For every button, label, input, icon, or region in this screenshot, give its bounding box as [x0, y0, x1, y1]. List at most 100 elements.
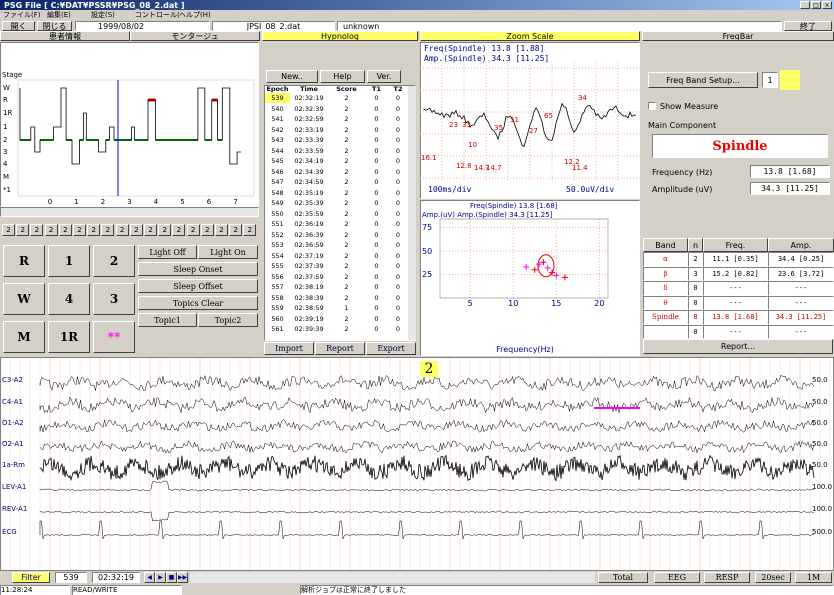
stage-button[interactable]: 4	[48, 283, 90, 315]
table-cell[interactable]: 2	[344, 325, 349, 333]
table-cell[interactable]: 542	[271, 125, 284, 134]
window-control[interactable]: □	[811, 1, 821, 9]
table-cell[interactable]: 561	[271, 325, 284, 333]
nav-strip[interactable]	[190, 572, 595, 583]
list-button[interactable]: Ver.	[367, 70, 401, 83]
stage-button[interactable]: M	[3, 321, 45, 353]
stage-cell[interactable]: 2	[144, 224, 157, 236]
table-cell[interactable]: 0	[374, 241, 379, 249]
stage-cell[interactable]: 2	[243, 224, 257, 236]
table-cell[interactable]: 2	[344, 241, 349, 249]
table-cell[interactable]: 554	[271, 251, 284, 260]
table-cell[interactable]: 02:34:59	[294, 178, 324, 186]
nav-button[interactable]: ■	[166, 572, 177, 583]
table-cell[interactable]: 0	[374, 304, 379, 312]
stage-cell[interactable]: 2	[101, 224, 115, 236]
table-cell[interactable]: 0	[395, 146, 401, 155]
table-cell[interactable]: 0	[395, 314, 401, 323]
table-cell[interactable]: 2	[344, 199, 349, 207]
table-cell[interactable]: 2	[344, 293, 349, 302]
table-cell[interactable]: 0	[395, 251, 401, 260]
stage-cell[interactable]: 2	[158, 224, 172, 236]
table-cell[interactable]: 0	[374, 157, 379, 165]
footer-button[interactable]: Export	[366, 342, 416, 355]
table-cell[interactable]: 2	[344, 283, 349, 291]
table-cell[interactable]: 2	[344, 209, 349, 218]
menu-item[interactable]: ヘルプ(H)	[179, 11, 211, 19]
stage-cell[interactable]: 2	[16, 224, 30, 236]
table-cell[interactable]: 0	[395, 272, 401, 281]
nav-button[interactable]: ▶▶	[177, 572, 188, 583]
event-button[interactable]: Sleep Onset	[138, 262, 258, 276]
table-cell[interactable]: 0	[374, 199, 379, 207]
table-cell[interactable]: 0	[374, 104, 379, 113]
list-button[interactable]: New..	[266, 70, 318, 83]
event-button[interactable]: Sleep Offset	[138, 279, 258, 293]
stage-button[interactable]: R	[3, 245, 45, 277]
stage-cell[interactable]: 2	[73, 224, 86, 236]
menu-item[interactable]: 設定(S)	[91, 11, 115, 19]
table-cell[interactable]: 0	[395, 241, 401, 249]
stage-cell[interactable]: 2	[215, 224, 228, 236]
table-cell[interactable]: 02:36:39	[294, 230, 324, 239]
table-cell[interactable]: 02:37:39	[294, 262, 324, 270]
nav-button[interactable]: ◀	[144, 572, 155, 583]
table-cell[interactable]: 0	[395, 115, 401, 123]
table-cell[interactable]: 0	[374, 220, 379, 228]
table-cell[interactable]: 0	[395, 230, 401, 239]
table-cell[interactable]: 02:32:59	[294, 115, 324, 123]
table-cell[interactable]: 2	[344, 272, 349, 281]
table-cell[interactable]: 545	[271, 157, 284, 165]
stage-cell[interactable]: 2	[87, 224, 101, 236]
view-button[interactable]: 1M	[795, 572, 832, 583]
tab[interactable]: Zoom Scale	[420, 31, 640, 41]
table-cell[interactable]: 559	[271, 304, 284, 312]
table-cell[interactable]: 555	[271, 262, 284, 270]
report-button[interactable]: Report...	[643, 339, 833, 354]
table-cell[interactable]: 02:34:39	[294, 167, 324, 176]
table-cell[interactable]: 02:39:39	[294, 325, 324, 333]
table-cell[interactable]: 557	[271, 283, 284, 291]
table-cell[interactable]: 2	[344, 178, 349, 186]
table-cell[interactable]: 2	[344, 104, 349, 113]
filter-button[interactable]: Filter	[12, 572, 50, 583]
view-button[interactable]: Total	[598, 572, 648, 583]
event-button[interactable]: Light On	[198, 245, 258, 259]
tab[interactable]: 患者情報	[0, 31, 130, 41]
table-cell[interactable]: 02:35:39	[294, 199, 324, 207]
table-cell[interactable]: 0	[395, 157, 401, 165]
table-cell[interactable]: 2	[344, 157, 349, 165]
stage-cell[interactable]: 2	[30, 224, 44, 236]
band-icon[interactable]	[780, 70, 800, 90]
table-cell[interactable]: 0	[374, 188, 379, 197]
table-cell[interactable]: 546	[271, 167, 284, 176]
menu-item[interactable]: コントロール(C)	[135, 11, 179, 19]
table-cell[interactable]: 02:34:19	[294, 157, 324, 165]
setup-button[interactable]: Freq Band Setup...	[648, 72, 758, 88]
table-cell[interactable]: 0	[395, 220, 401, 228]
table-cell[interactable]: 0	[395, 293, 401, 302]
table-cell[interactable]: 0	[395, 283, 401, 291]
table-cell[interactable]: 1	[344, 304, 349, 312]
table-cell[interactable]: 551	[271, 220, 284, 228]
table-cell[interactable]: 552	[271, 230, 284, 239]
event-button[interactable]: Topic2	[198, 313, 258, 327]
table-cell[interactable]: 0	[374, 115, 379, 123]
table-cell[interactable]: 02:36:59	[294, 241, 324, 249]
table-cell[interactable]: 2	[344, 251, 349, 260]
table-cell[interactable]: 02:32:39	[294, 104, 324, 113]
list-button[interactable]: Help	[320, 70, 365, 83]
close-button[interactable]: 閉じる	[37, 21, 72, 31]
table-cell[interactable]: 2	[344, 262, 349, 270]
table-cell[interactable]: 02:37:59	[294, 272, 324, 281]
tab[interactable]: Hypnolog	[262, 31, 418, 41]
menu-item[interactable]: 編集(E)	[47, 11, 71, 19]
open-button[interactable]: 開く	[2, 21, 35, 31]
table-cell[interactable]: 02:38:59	[294, 304, 324, 312]
event-button[interactable]: Light Off	[138, 245, 197, 259]
stage-cell[interactable]: 2	[58, 224, 72, 236]
table-cell[interactable]: 0	[395, 104, 401, 113]
table-cell[interactable]: 0	[395, 125, 401, 134]
table-cell[interactable]: 02:33:19	[294, 125, 324, 134]
stage-button[interactable]: 1	[48, 245, 90, 277]
